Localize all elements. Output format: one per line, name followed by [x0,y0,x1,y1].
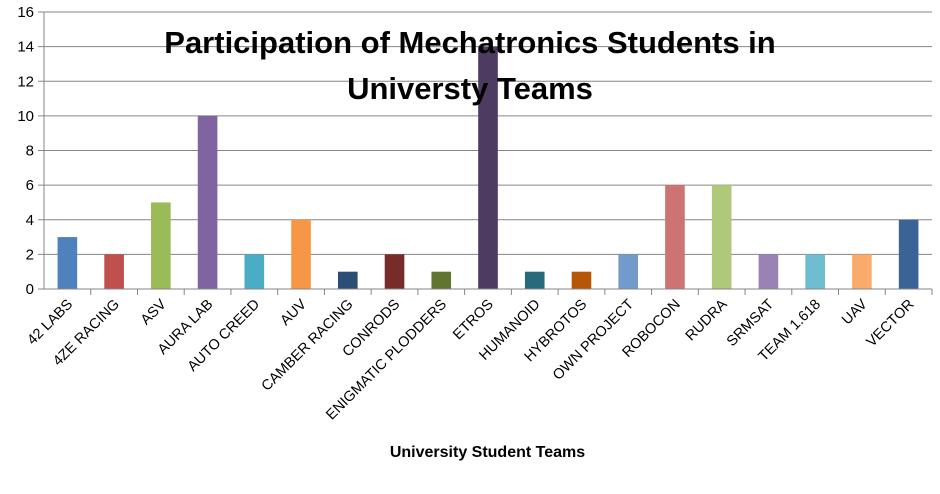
bar-camber-racing [337,271,358,289]
x-tick-label: VECTOR [864,297,918,351]
y-tick-label: 16 [17,4,34,21]
y-tick-label: 8 [26,143,34,160]
bar-etros [478,46,498,289]
bar-own-project [618,254,639,289]
y-tick-label: 2 [26,246,34,263]
bar-team-1-618 [805,254,825,289]
bar-rudra [711,185,732,289]
x-tick-label: OWN PROJECT [550,296,637,383]
bar-humanoid [524,271,545,289]
bar-srmsat [758,254,779,289]
x-tick-label: ASV [138,296,170,328]
bar-hybrotos [571,271,592,289]
bar-conrods [384,254,405,289]
bar-uav [852,254,872,289]
bar-robocon [665,185,685,289]
bar-vector [898,219,919,289]
bar-auto-creed [244,254,265,289]
bar-asv [151,202,171,289]
bars [57,46,919,289]
bar-4ze-racing [104,254,124,289]
x-axis-label: University Student Teams [389,444,586,461]
y-tick-label: 14 [17,39,34,56]
chart-title: Participation of Mechatronics Students i… [164,25,776,106]
x-tick-label: AUV [277,296,310,329]
y-tick-labels: 0 2 4 6 8 10 12 14 16 [17,4,34,298]
bar-enigmatic-plodders [431,271,452,289]
y-tick-label: 0 [26,281,34,298]
axes [38,11,933,295]
y-tick-label: 6 [26,177,34,194]
bar-42-labs [57,237,78,289]
x-tick-label: UAV [839,296,871,328]
x-tick-label: ETROS [450,297,497,344]
y-tick-label: 12 [17,73,34,90]
bar-auv [291,219,311,289]
bar-aura-lab [197,115,218,289]
y-tick-label: 10 [17,108,34,125]
y-tick-label: 4 [26,212,34,229]
x-tick-label: RUDRA [683,296,731,344]
